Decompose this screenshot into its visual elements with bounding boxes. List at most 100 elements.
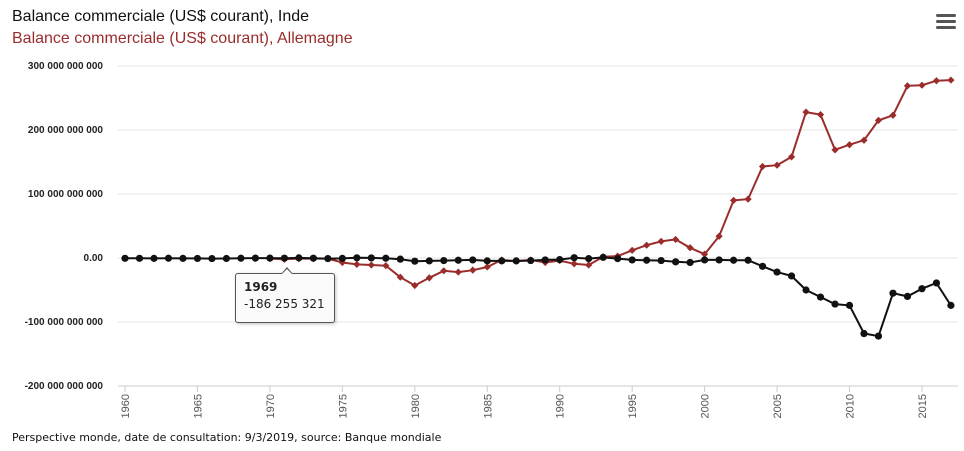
- data-point: [903, 82, 912, 90]
- chart-title-inde: Balance commerciale (US$ courant), Inde: [12, 8, 310, 25]
- x-tick-label: 1960: [120, 394, 132, 418]
- data-point: [874, 116, 883, 124]
- data-point: [686, 258, 694, 267]
- x-tick-label: 2000: [700, 394, 712, 418]
- data-point: [628, 246, 636, 254]
- data-point: [469, 256, 477, 264]
- data-point: [816, 293, 825, 301]
- data-point: [150, 254, 158, 262]
- data-point: [440, 267, 448, 275]
- data-point: [367, 261, 375, 269]
- data-point: [715, 256, 723, 264]
- data-point: [382, 254, 390, 262]
- data-point: [758, 162, 767, 171]
- x-tick-label: 1995: [627, 394, 639, 418]
- x-tick-label: 1975: [337, 394, 349, 418]
- data-point: [483, 257, 491, 265]
- y-tick-label: 200 000 000 000: [28, 125, 104, 136]
- data-point: [773, 268, 781, 276]
- data-point: [309, 254, 317, 262]
- x-tick-label: 2010: [845, 394, 857, 418]
- data-point: [411, 257, 419, 265]
- data-point: [643, 256, 651, 264]
- data-point: [454, 256, 462, 264]
- data-point: [657, 256, 665, 265]
- data-point: [787, 272, 796, 280]
- y-tick-label: 0.00: [84, 253, 104, 264]
- series-layer: [121, 76, 955, 340]
- data-point: [382, 262, 390, 270]
- x-tick-label: 1970: [265, 394, 277, 418]
- data-point: [672, 258, 680, 266]
- data-point: [367, 254, 375, 262]
- data-point: [889, 111, 897, 119]
- tooltip-caret-fill: [282, 269, 292, 274]
- data-point: [860, 136, 868, 144]
- chart-title-allemagne: Balance commerciale (US$ courant), Allem…: [12, 30, 353, 47]
- data-point: [932, 77, 941, 85]
- y-tick-label: 100 000 000 000: [28, 189, 104, 200]
- data-point: [874, 332, 883, 340]
- data-point: [744, 256, 752, 264]
- x-tick-label: 2005: [772, 394, 784, 418]
- data-point: [773, 161, 781, 169]
- data-point: [701, 250, 709, 258]
- data-point: [845, 141, 854, 149]
- data-point: [816, 111, 825, 119]
- data-point: [729, 256, 738, 264]
- data-point: [425, 257, 433, 265]
- data-point: [932, 279, 941, 287]
- data-point: [585, 255, 593, 263]
- data-point: [164, 254, 173, 262]
- source-footer: Perspective monde, date de consultation:…: [12, 431, 442, 444]
- x-tick-label: 1980: [410, 394, 422, 418]
- data-point: [353, 254, 361, 262]
- data-point: [411, 281, 419, 290]
- data-point: [831, 146, 839, 154]
- data-point: [918, 285, 926, 293]
- data-point: [208, 254, 216, 263]
- series-inde: [121, 253, 955, 340]
- data-point: [643, 241, 651, 249]
- data-point: [556, 256, 564, 264]
- data-point: [860, 329, 868, 338]
- data-point: [657, 237, 665, 245]
- x-axis: 1960 1965 1970 1975 1980 1985 1990 1995 2000 2005…: [118, 385, 958, 418]
- data-point: [425, 274, 433, 282]
- data-point: [135, 254, 144, 262]
- data-point: [729, 196, 738, 204]
- data-point: [599, 253, 607, 261]
- data-point: [440, 256, 448, 265]
- data-point: [222, 254, 231, 263]
- data-point: [541, 256, 549, 264]
- data-point: [628, 256, 636, 264]
- y-tick-label: 300 000 000 000: [28, 61, 104, 72]
- data-point: [454, 268, 462, 276]
- data-point: [570, 254, 578, 262]
- data-point: [469, 266, 477, 274]
- data-point: [251, 254, 260, 262]
- data-point: [758, 262, 767, 270]
- data-point: [512, 257, 520, 265]
- data-point: [614, 255, 622, 263]
- data-point: [918, 81, 926, 89]
- data-point: [947, 301, 955, 309]
- data-point: [701, 256, 709, 264]
- data-point: [744, 195, 752, 203]
- data-point: [121, 254, 129, 262]
- data-point: [527, 256, 535, 265]
- data-point: [715, 232, 723, 240]
- grid-lines: [118, 65, 958, 387]
- data-point: [686, 244, 694, 252]
- data-point: [338, 254, 346, 262]
- data-point: [845, 301, 854, 309]
- data-point: [266, 254, 274, 262]
- series-line-inde: [125, 256, 952, 338]
- data-point: [802, 286, 810, 294]
- data-point: [193, 254, 202, 263]
- x-tick-label: 1985: [482, 394, 494, 418]
- hamburger-menu-icon[interactable]: [936, 14, 956, 30]
- data-point: [280, 254, 288, 262]
- x-tick-label: 2015: [917, 394, 929, 418]
